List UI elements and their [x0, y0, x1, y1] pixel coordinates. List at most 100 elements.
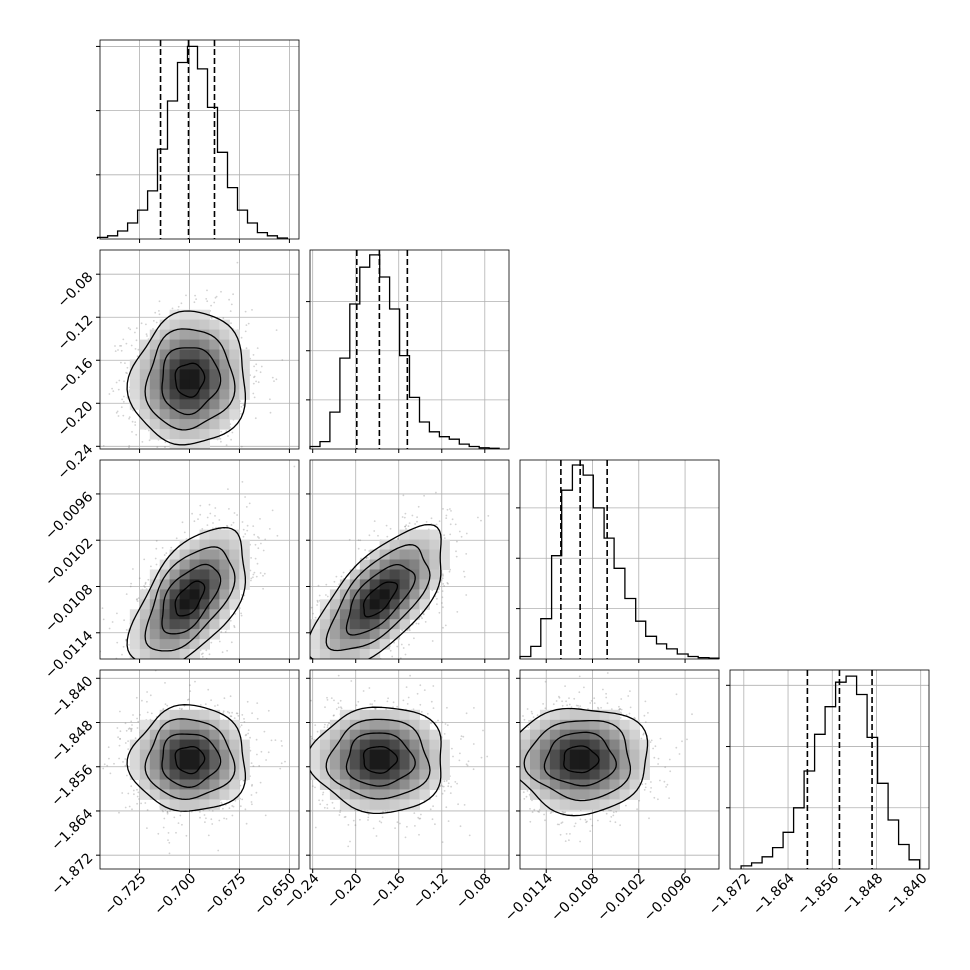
scatter-point: [176, 458, 178, 460]
density-cell: [149, 589, 161, 600]
scatter-point: [165, 665, 167, 667]
scatter-point: [148, 439, 151, 442]
scatter-point: [116, 641, 119, 644]
scatter-point: [143, 455, 145, 457]
density-cell: [229, 529, 240, 541]
scatter-point: [303, 651, 305, 653]
scatter-point: [191, 667, 193, 669]
density-cell: [189, 409, 201, 420]
scatter-point: [424, 621, 427, 623]
scatter-point: [242, 535, 245, 538]
scatter-point: [373, 659, 375, 661]
scatter-point: [121, 653, 123, 656]
scatter-point: [408, 643, 410, 646]
density-cell: [229, 349, 240, 360]
scatter-point: [281, 359, 284, 361]
scatter-point: [102, 618, 105, 621]
scatter-point: [108, 393, 111, 395]
scatter-point: [101, 607, 104, 610]
scatter-point: [258, 537, 260, 539]
density-cell: [179, 339, 191, 351]
scatter-point: [250, 577, 253, 580]
scatter-point: [128, 417, 131, 420]
density-cell: [129, 629, 141, 640]
density-cell: [199, 569, 210, 580]
density-cell: [229, 359, 240, 370]
scatter-point: [413, 668, 415, 670]
scatter-point: [359, 539, 362, 542]
scatter-point: [259, 371, 262, 374]
scatter-point: [302, 663, 304, 665]
contour-1sigma: [161, 347, 222, 416]
scatter-point: [396, 645, 399, 648]
scatter-point: [123, 380, 125, 383]
scatter-point: [307, 670, 309, 672]
scatter-point: [276, 661, 278, 663]
density-cell: [159, 399, 171, 410]
scatter-point: [253, 533, 256, 536]
density-cell: [179, 329, 191, 341]
scatter-point: [240, 614, 243, 617]
density-cell: [149, 349, 161, 360]
scatter-point: [359, 662, 361, 664]
density-cell: [169, 339, 181, 351]
scatter-point: [401, 668, 403, 670]
density-cell: [169, 379, 181, 390]
scatter-point: [393, 641, 395, 644]
density-cell: [169, 329, 181, 341]
scatter-point: [316, 604, 318, 606]
scatter-point: [169, 661, 171, 663]
scatter-point: [244, 496, 247, 498]
scatter-point: [147, 578, 150, 581]
scatter-point: [253, 375, 256, 378]
scatter-point: [260, 365, 263, 368]
scatter-point: [132, 568, 134, 570]
scatter-point: [158, 313, 161, 316]
scatter-point: [296, 662, 298, 664]
scatter-point: [199, 649, 202, 652]
scatter-point: [257, 381, 260, 384]
scatter-point: [146, 335, 148, 337]
density-cell: [169, 419, 181, 430]
scatter-point: [154, 557, 157, 560]
scatter-point: [112, 390, 115, 392]
density-cell: [169, 609, 181, 620]
scatter-point: [252, 354, 255, 356]
scatter-point: [240, 406, 243, 408]
density-cell: [209, 549, 220, 560]
scatter-point: [230, 322, 232, 325]
density-cell: [169, 589, 181, 600]
density-cell: [129, 649, 141, 659]
scatter-point: [140, 322, 143, 325]
scatter-point: [165, 458, 167, 460]
scatter-point: [449, 508, 451, 510]
scatter-point: [128, 660, 130, 662]
scatter-point: [143, 558, 146, 561]
scatter-point: [240, 336, 243, 339]
density-cell: [239, 359, 250, 370]
density-cell: [209, 569, 220, 580]
scatter-point: [123, 619, 125, 622]
density-cell: [129, 619, 141, 630]
density-cell: [159, 619, 171, 630]
scatter-point: [121, 666, 123, 668]
scatter-point: [273, 380, 275, 382]
scatter-point: [233, 512, 236, 514]
scatter-point: [345, 662, 347, 664]
scatter-point: [116, 410, 119, 413]
scatter-point: [379, 662, 381, 664]
hist-panel-2: [516, 459, 720, 663]
scatter-point: [226, 525, 229, 528]
scatter-point: [163, 554, 166, 556]
scatter-point: [145, 333, 148, 336]
hist-panel-frame: [519, 459, 720, 660]
density-cell: [219, 609, 230, 620]
scatter-point: [302, 659, 304, 661]
scatter-point: [137, 597, 140, 599]
scatter-point: [441, 577, 444, 580]
scatter-point: [252, 382, 255, 385]
density-cell: [219, 329, 230, 341]
density-cell: [179, 609, 191, 620]
scatter-point: [150, 565, 152, 568]
density-cell: [169, 389, 181, 400]
